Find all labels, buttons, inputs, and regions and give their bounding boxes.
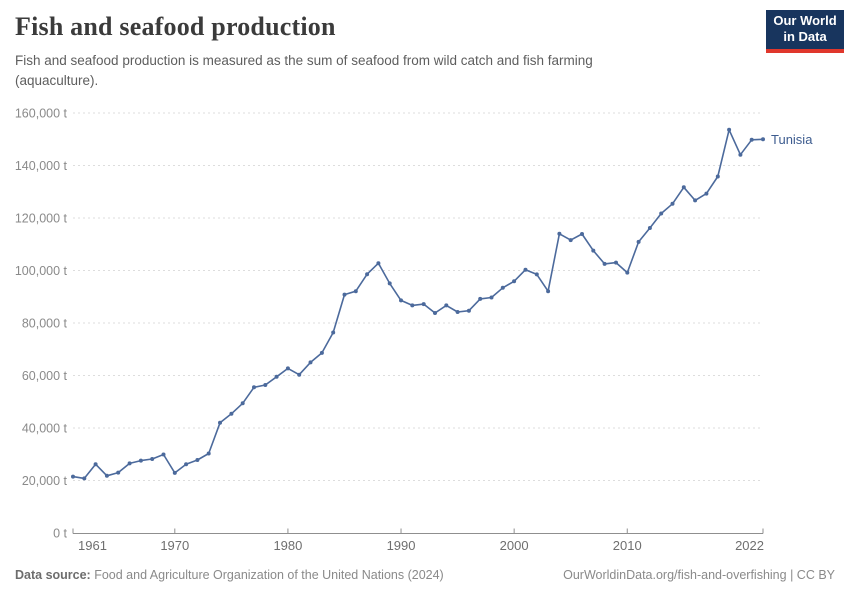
data-point-marker[interactable] (704, 191, 709, 196)
y-axis-tick-label: 20,000 t (22, 474, 68, 488)
footer-separator: | (786, 568, 797, 582)
data-point-marker[interactable] (365, 272, 370, 277)
x-axis-tick-label: 1961 (78, 538, 107, 553)
data-point-marker[interactable] (150, 457, 155, 461)
data-point-marker[interactable] (546, 289, 551, 294)
chart-title: Fish and seafood production (15, 12, 336, 41)
license-label[interactable]: CC BY (796, 568, 835, 582)
data-point-marker[interactable] (591, 248, 596, 253)
data-point-marker[interactable] (534, 272, 539, 277)
data-point-marker[interactable] (104, 473, 109, 478)
footer-right: OurWorldinData.org/fish-and-overfishing … (563, 568, 835, 582)
data-point-marker[interactable] (172, 470, 177, 475)
data-point-marker[interactable] (727, 127, 732, 132)
data-point-marker[interactable] (387, 281, 392, 286)
data-point-marker[interactable] (116, 470, 121, 475)
x-axis-tick-label: 2022 (735, 538, 764, 553)
owid-logo-line2: in Data (783, 29, 827, 44)
data-point-marker[interactable] (489, 295, 494, 300)
data-point-marker[interactable] (93, 462, 98, 467)
data-point-marker[interactable] (749, 137, 754, 142)
data-source-label: Data source: (15, 568, 91, 582)
chart-footer: Data source: Food and Agriculture Organi… (15, 568, 835, 582)
y-axis-tick-label: 100,000 t (15, 264, 68, 278)
data-point-marker[interactable] (240, 401, 245, 406)
data-point-marker[interactable] (342, 292, 347, 297)
data-point-marker[interactable] (681, 185, 686, 190)
series-label-tunisia[interactable]: Tunisia (771, 132, 813, 147)
data-point-marker[interactable] (614, 260, 618, 265)
data-point-marker[interactable] (444, 303, 449, 308)
data-point-marker[interactable] (478, 296, 483, 301)
data-point-marker[interactable] (647, 226, 652, 230)
data-point-marker[interactable] (433, 311, 437, 315)
owid-logo[interactable]: Our World in Data (766, 10, 844, 53)
data-point-marker[interactable] (659, 211, 664, 216)
data-point-marker[interactable] (399, 298, 403, 303)
data-point-marker[interactable] (761, 137, 765, 142)
data-point-marker[interactable] (308, 360, 313, 365)
data-point-marker[interactable] (127, 461, 132, 466)
data-point-marker[interactable] (353, 289, 358, 294)
y-axis-tick-label: 140,000 t (15, 159, 68, 173)
data-point-marker[interactable] (738, 152, 743, 157)
data-point-marker[interactable] (466, 308, 471, 313)
data-point-marker[interactable] (82, 476, 87, 481)
data-point-marker[interactable] (195, 458, 200, 462)
y-axis-tick-label: 80,000 t (22, 317, 68, 331)
data-point-marker[interactable] (229, 411, 234, 416)
data-point-marker[interactable] (421, 302, 426, 307)
data-point-marker[interactable] (161, 452, 166, 457)
data-source-note: Data source: Food and Agriculture Organi… (15, 568, 444, 582)
data-point-marker[interactable] (218, 420, 222, 425)
data-point-marker[interactable] (557, 231, 562, 236)
data-point-marker[interactable] (455, 310, 460, 314)
data-point-marker[interactable] (138, 458, 143, 463)
data-point-marker[interactable] (602, 261, 607, 266)
owid-link[interactable]: OurWorldinData.org/fish-and-overfishing (563, 568, 787, 582)
y-axis-tick-label: 40,000 t (22, 422, 68, 436)
chart-canvas: 0 t 20,000 t 40,000 t 60,000 t 80,000 t 100,0… (15, 107, 813, 554)
data-point-marker[interactable] (376, 261, 381, 266)
data-point-marker[interactable] (568, 238, 573, 243)
x-axis-tick-label: 1990 (387, 538, 416, 553)
data-point-marker[interactable] (523, 267, 528, 272)
owid-logo-line1: Our World (773, 13, 837, 28)
data-point-marker[interactable] (71, 474, 75, 479)
x-axis-tick-label: 1970 (160, 538, 189, 553)
data-point-marker[interactable] (715, 174, 720, 179)
data-point-marker[interactable] (274, 374, 279, 379)
data-point-marker[interactable] (500, 285, 505, 290)
data-point-marker[interactable] (512, 279, 517, 284)
data-source-text: Food and Agriculture Organization of the… (90, 568, 444, 582)
chart-header: Fish and seafood production Fish and sea… (15, 12, 755, 90)
y-axis-tick-label: 160,000 t (15, 107, 68, 121)
data-point-marker[interactable] (410, 303, 415, 308)
y-axis-tick-label: 0 t (53, 527, 67, 541)
chart-subtitle: Fish and seafood production is measured … (15, 53, 593, 88)
x-axis-tick-label: 2000 (500, 538, 529, 553)
data-point-marker[interactable] (252, 385, 256, 390)
data-point-marker[interactable] (184, 462, 189, 467)
data-point-marker[interactable] (297, 372, 302, 377)
data-point-marker[interactable] (319, 350, 324, 355)
data-point-marker[interactable] (670, 201, 675, 206)
x-axis-tick-label: 2010 (613, 538, 642, 553)
data-point-marker[interactable] (693, 198, 698, 203)
data-point-marker[interactable] (206, 451, 211, 456)
series-line-tunisia[interactable] (72, 129, 764, 480)
data-point-marker[interactable] (636, 239, 641, 244)
data-point-marker[interactable] (580, 232, 584, 236)
x-axis-tick-label: 1980 (273, 538, 302, 553)
y-axis-tick-label: 120,000 t (15, 212, 68, 226)
data-point-marker[interactable] (285, 366, 290, 371)
data-point-marker[interactable] (263, 383, 268, 387)
data-point-marker[interactable] (625, 270, 630, 275)
y-axis-tick-label: 60,000 t (22, 369, 68, 383)
data-point-marker[interactable] (331, 330, 336, 335)
